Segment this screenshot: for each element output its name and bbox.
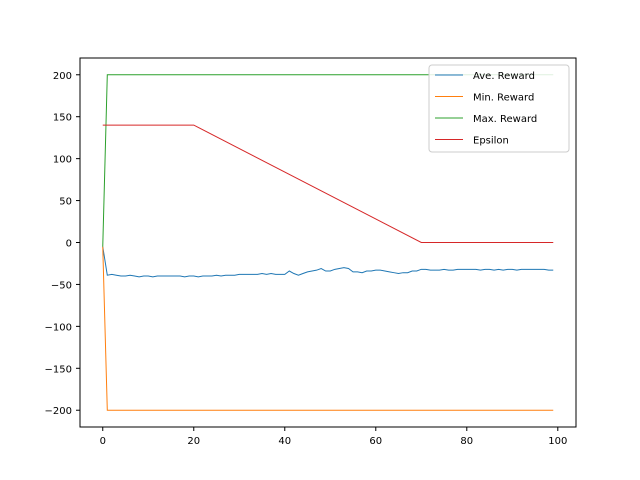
legend-label: Ave. Reward	[473, 71, 535, 82]
x-axis: 0 20 40 60 80 100	[100, 427, 567, 447]
x-tick-label: 40	[278, 436, 291, 447]
y-tick-label: −200	[45, 406, 72, 417]
y-tick-label: −150	[45, 364, 72, 375]
y-tick-label: 100	[53, 155, 72, 166]
y-tick-label: −100	[45, 322, 72, 333]
series-line-0	[102, 246, 554, 278]
x-tick-label: 20	[187, 436, 200, 447]
series-line-3	[102, 124, 554, 243]
x-tick-label: 60	[369, 436, 382, 447]
legend-label: Epsilon	[473, 136, 509, 147]
x-tick-label: 100	[548, 436, 567, 447]
y-tick-label: 150	[53, 113, 72, 124]
plot-series	[102, 74, 554, 411]
legend: Ave. Reward Min. Reward Max. Reward Epsilon	[428, 64, 570, 153]
y-tick-label: −50	[51, 280, 72, 291]
series-line-1	[102, 246, 554, 411]
legend-label: Min. Reward	[473, 93, 534, 104]
y-tick-label: 50	[59, 197, 72, 208]
series-line-2	[102, 74, 554, 247]
legend-box	[428, 64, 570, 153]
x-tick-label: 0	[100, 436, 106, 447]
y-tick-label: 0	[66, 239, 72, 250]
x-tick-label: 80	[460, 436, 473, 447]
y-tick-label: 200	[53, 71, 72, 82]
legend-label: Max. Reward	[473, 114, 537, 125]
y-axis: −200 −150 −100 −50 0 50 100 150 200	[45, 71, 80, 417]
